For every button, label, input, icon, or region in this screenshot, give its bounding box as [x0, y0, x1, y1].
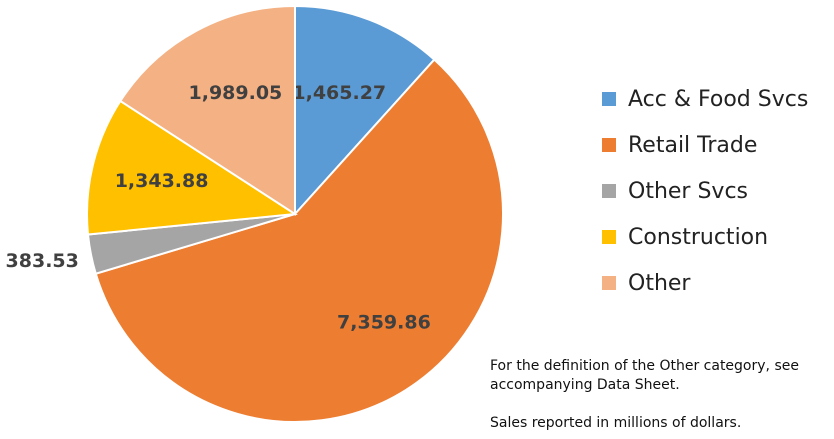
legend-item-construction: Construction: [602, 214, 808, 260]
footnote-definition: For the definition of the Other category…: [490, 358, 799, 393]
legend-label: Construction: [628, 224, 769, 250]
legend-item-retail-trade: Retail Trade: [602, 122, 808, 168]
pie-slice-other: [118, 4, 296, 216]
legend-label: Other: [628, 270, 691, 296]
legend: Acc & Food Svcs Retail Trade Other Svcs Con…: [602, 76, 808, 306]
legend-item-other-svcs: Other Svcs: [602, 168, 808, 214]
data-label-construction: 1,343.88: [115, 170, 209, 192]
legend-item-other: Other: [602, 260, 808, 306]
legend-label: Other Svcs: [628, 178, 749, 204]
footnote-units: Sales reported in millions of dollars.: [490, 415, 742, 431]
data-label-other-svcs: 383.53: [6, 250, 79, 272]
pie-slice-retail-trade: [94, 58, 504, 423]
pie-slice-construction: [86, 99, 298, 236]
data-label-retail-trade: 7,359.86: [337, 311, 431, 333]
legend-label: Acc & Food Svcs: [628, 86, 809, 112]
data-label-acc-and-food-svcs: 1,465.27: [292, 82, 386, 104]
legend-swatch: [602, 184, 616, 198]
data-label-other: 1,989.05: [189, 82, 283, 104]
legend-swatch: [602, 276, 616, 290]
legend-swatch: [602, 230, 616, 244]
legend-swatch: [602, 138, 616, 152]
legend-label: Retail Trade: [628, 132, 758, 158]
pie-slice-acc-and-food-svcs: [294, 4, 436, 217]
legend-swatch: [602, 92, 616, 106]
legend-item-acc-and-food-svcs: Acc & Food Svcs: [602, 76, 808, 122]
